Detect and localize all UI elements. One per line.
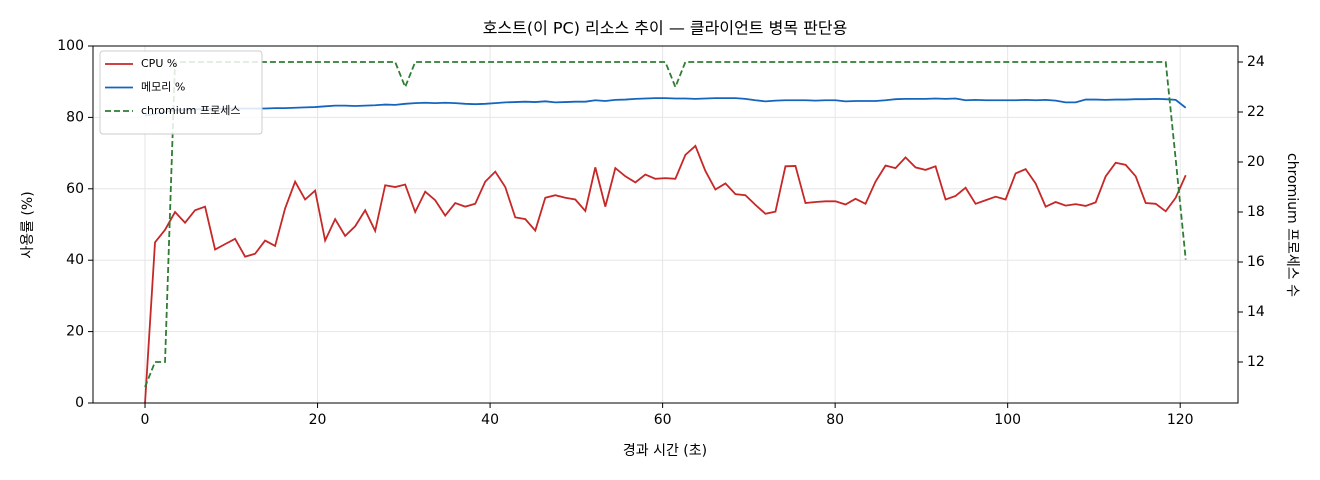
y-tick-label: 80 <box>66 109 84 125</box>
x-tick-label: 0 <box>141 412 150 428</box>
y2-tick-label: 22 <box>1247 104 1265 120</box>
legend: CPU % 메모리 % chromium 프로세스 <box>99 50 263 135</box>
legend-label: CPU % <box>141 57 177 70</box>
y-tick-label: 40 <box>66 252 84 268</box>
y-tick-label: 100 <box>57 38 84 54</box>
series-line <box>144 97 1187 117</box>
legend-label: 메모리 % <box>141 81 185 94</box>
legend-label: chromium 프로세스 <box>141 104 240 117</box>
x-tick-label: 100 <box>994 412 1021 428</box>
plot-frame <box>92 45 1239 404</box>
y-axis-label: 사용률 (%) <box>20 191 36 258</box>
y-tick-label: 60 <box>66 181 84 197</box>
y2-tick-label: 18 <box>1247 204 1265 220</box>
chart-title: 호스트(이 PC) 리소스 추이 — 클라이언트 병목 판단용 <box>483 19 848 38</box>
x-axis-label: 경과 시간 (초) <box>623 443 707 459</box>
series-line <box>144 144 1187 404</box>
x-tick-label: 80 <box>826 412 844 428</box>
y2-axis-label: chromium 프로세스 수 <box>1284 153 1300 297</box>
x-tick-label: 40 <box>481 412 499 428</box>
series-line <box>144 61 1187 388</box>
y-tick-label: 20 <box>66 324 84 340</box>
y2-tick-label: 12 <box>1247 354 1265 370</box>
y2-tick-label: 20 <box>1247 154 1265 170</box>
legend-box <box>99 50 263 135</box>
x-tick-label: 120 <box>1167 412 1194 428</box>
x-tick-label: 60 <box>654 412 672 428</box>
x-tick-label: 20 <box>309 412 327 428</box>
y2-tick-label: 14 <box>1247 304 1265 320</box>
y-tick-label: 0 <box>75 395 84 411</box>
y2-tick-label: 16 <box>1247 254 1265 270</box>
y2-tick-label: 24 <box>1247 54 1265 70</box>
